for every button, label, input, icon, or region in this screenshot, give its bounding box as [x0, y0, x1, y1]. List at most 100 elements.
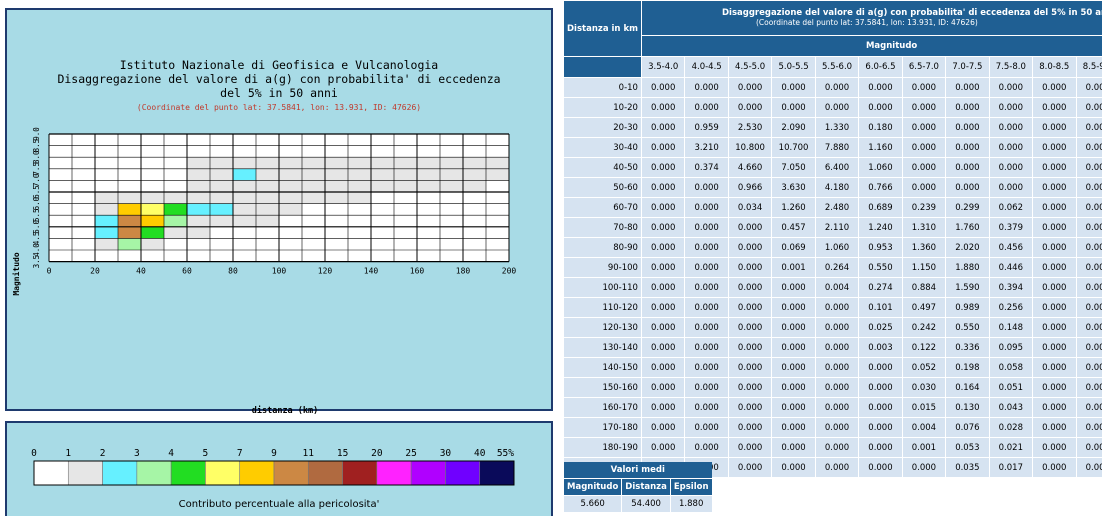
table-cell: 7.050: [772, 158, 815, 177]
row-label: 10-20: [564, 98, 641, 117]
table-cell: 0.000: [685, 318, 728, 337]
table-cell: 0.000: [641, 218, 685, 237]
heatmap-cell: [279, 203, 302, 216]
table-cell: 0.000: [902, 458, 946, 477]
table-cell: 0.034: [728, 198, 772, 217]
table-cell: 1.310: [902, 218, 946, 237]
row-label: 40-50: [564, 158, 641, 177]
heatmap-cell: [256, 192, 279, 204]
legend-swatch: [67, 460, 103, 486]
table-cell: 0.015: [902, 398, 946, 417]
y-tick-label: 8.0: [32, 150, 41, 164]
heatmap-cell: [187, 203, 210, 216]
heatmap-cell: [417, 168, 440, 181]
table-cell: 0.884: [902, 278, 946, 297]
legend-swatch: [239, 460, 275, 486]
heatmap-cell: [233, 192, 256, 204]
legend-swatch: [479, 460, 515, 486]
disaggregation-table: Distanza in km Disaggregazione del valor…: [563, 0, 1102, 478]
table-cell: 0.000: [815, 418, 859, 437]
column-header: 5.5-6.0: [815, 57, 859, 77]
corner-cell: [564, 57, 641, 77]
mean-values-table: Valori medi Magnitudo Distanza Epsilon 5…: [563, 461, 713, 513]
table-cell: 0.000: [728, 78, 772, 97]
table-cell: 0.374: [685, 158, 728, 177]
table-cell: 0.000: [772, 458, 815, 477]
legend-swatch: [410, 460, 446, 486]
table-cell: 0.000: [1076, 438, 1102, 457]
table-cell: 0.000: [946, 118, 989, 137]
heatmap-cell: [187, 157, 210, 169]
heatmap-cell: [325, 157, 348, 169]
heatmap-cell: [348, 168, 371, 181]
column-header: 7.0-7.5: [946, 57, 989, 77]
table-cell: 0.000: [641, 438, 685, 457]
column-header: 3.5-4.0: [641, 57, 685, 77]
legend-label: 11: [303, 448, 315, 459]
table-cell: 0.000: [685, 238, 728, 257]
table-cell: 0.000: [1033, 378, 1076, 397]
magnitude-group-header: Magnitudo: [641, 36, 1102, 56]
row-label: 180-190: [564, 438, 641, 457]
chart-title-line1: Istituto Nazionale di Geofisica e Vulcan…: [119, 58, 439, 72]
x-tick-label: 160: [410, 267, 425, 276]
mean-magnitudo-value: 5.660: [564, 496, 622, 512]
table-cell: 0.000: [1033, 398, 1076, 417]
table-cell: 0.000: [815, 358, 859, 377]
table-cell: 10.800: [728, 138, 772, 157]
table-cell: 0.000: [859, 418, 902, 437]
heatmap-cell: [141, 238, 164, 250]
table-cell: 0.000: [728, 458, 772, 477]
table-row: 30-40 0.000 3.210 10.800 10.700 7.880 1.160 0.0…: [564, 138, 1102, 157]
heatmap-cell: [417, 180, 440, 192]
table-cell: 0.274: [859, 278, 902, 297]
chart-title-line3: del 5% in 50 anni: [220, 86, 338, 100]
table-row: 90-100 0.000 0.000 0.000 0.001 0.264 0.550 1.15…: [564, 258, 1102, 277]
heatmap-cell: [187, 180, 210, 192]
heatmap-cell: [256, 180, 279, 192]
table-cell: 0.000: [1076, 78, 1102, 97]
table-cell: 0.000: [728, 418, 772, 437]
table-cell: 0.000: [1033, 298, 1076, 317]
table-cell: 0.000: [902, 78, 946, 97]
heatmap-cell: [187, 168, 210, 181]
x-tick-label: 100: [272, 267, 287, 276]
table-cell: 0.000: [815, 338, 859, 357]
table-cell: 0.000: [1076, 378, 1102, 397]
table-row: 50-60 0.000 0.000 0.966 3.630 4.180 0.766 0.000…: [564, 178, 1102, 197]
x-tick-label: 40: [136, 267, 146, 276]
heatmap-cell: [256, 168, 279, 181]
table-cell: 0.001: [902, 438, 946, 457]
y-tick-label: 9.0: [32, 127, 41, 141]
column-header: 4.5-5.0: [728, 57, 772, 77]
legend-label: 3: [134, 448, 140, 459]
heatmap-cell: [164, 203, 187, 216]
table-cell: 0.000: [1076, 318, 1102, 337]
table-cell: 0.000: [946, 78, 989, 97]
heatmap-cell: [256, 157, 279, 169]
heatmap-cell: [118, 192, 141, 204]
heatmap-cell: [348, 180, 371, 192]
table-cell: 0.017: [989, 458, 1033, 477]
table-cell: 0.000: [1033, 198, 1076, 217]
table-cell: 0.000: [685, 358, 728, 377]
legend-label: 25: [405, 448, 416, 459]
heatmap-cell: [118, 238, 141, 250]
row-header: Distanza in km: [564, 1, 641, 56]
table-cell: 0.130: [946, 398, 989, 417]
table-cell: 0.000: [859, 98, 902, 117]
column-header: 6.5-7.0: [902, 57, 946, 77]
table-cell: 1.760: [946, 218, 989, 237]
table-cell: 0.000: [685, 298, 728, 317]
table-cell: 0.000: [772, 278, 815, 297]
x-tick-label: 20: [90, 267, 100, 276]
table-cell: 0.000: [685, 438, 728, 457]
y-tick-label: 5.5: [32, 208, 41, 222]
table-cell: 0.000: [772, 78, 815, 97]
heatmap-cell: [210, 180, 233, 192]
table-cell: 0.966: [728, 178, 772, 197]
heatmap-cell: [233, 203, 256, 216]
table-cell: 0.000: [902, 118, 946, 137]
heatmap-cell: [279, 168, 302, 181]
heatmap-cell: [440, 180, 463, 192]
